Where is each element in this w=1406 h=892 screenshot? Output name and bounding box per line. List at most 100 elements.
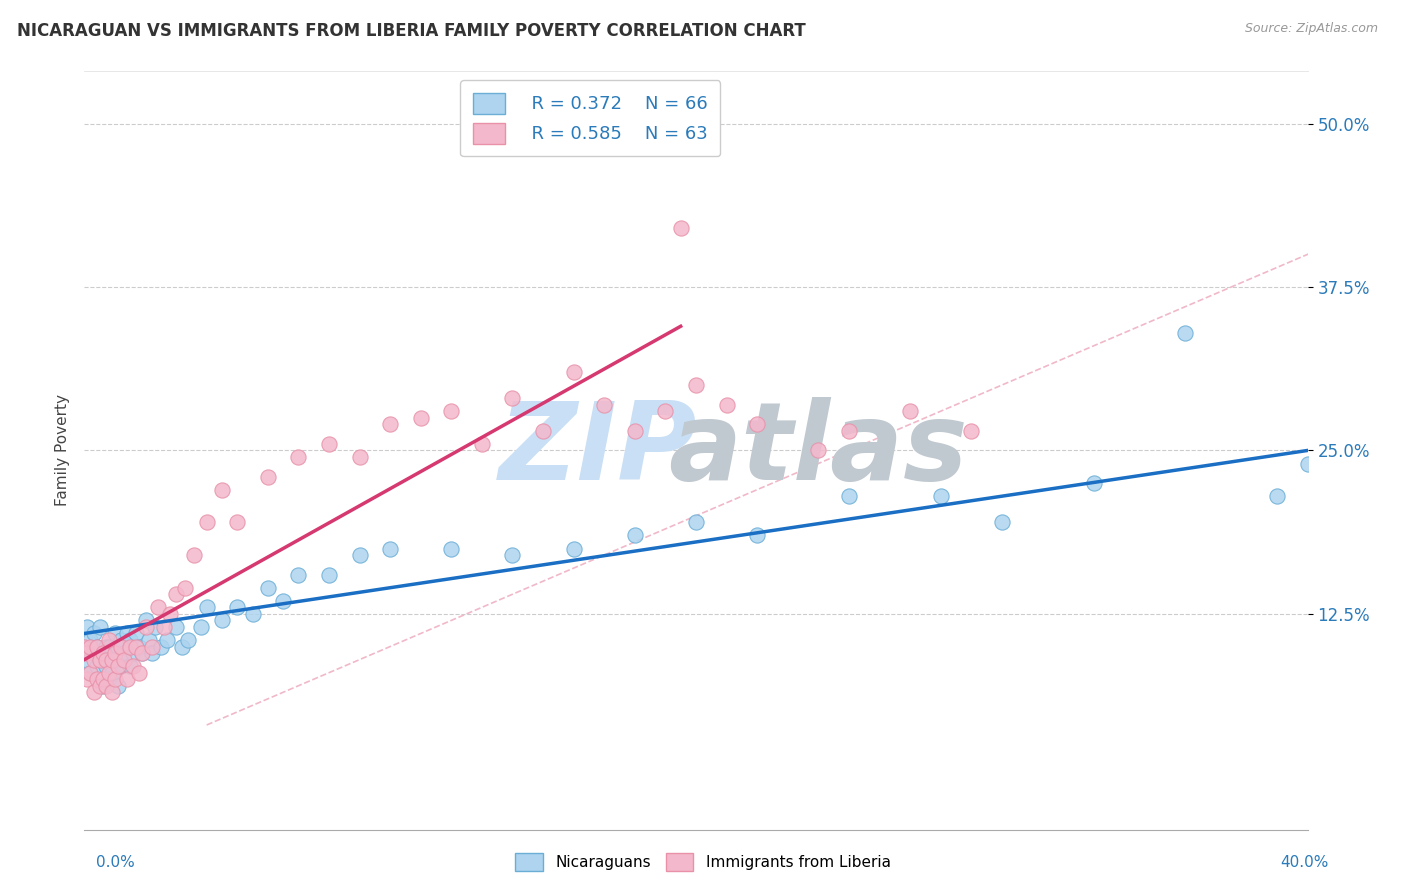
Point [174, 581, 197, 595]
Point [211, 483, 233, 497]
Point [128, 640, 150, 654]
Point [89, 652, 111, 666]
Point [94, 659, 117, 673]
Point [86, 672, 108, 686]
Point [94, 652, 117, 666]
Point [143, 620, 166, 634]
Point [149, 640, 172, 654]
Point [141, 646, 163, 660]
Point [76, 646, 98, 660]
Point [141, 640, 163, 654]
Point [91, 679, 114, 693]
Point [146, 600, 169, 615]
Point [156, 633, 179, 648]
Point [502, 391, 524, 405]
Point [107, 679, 129, 693]
Point [1296, 457, 1319, 471]
Point [91, 672, 114, 686]
Point [73, 640, 96, 654]
Point [97, 665, 120, 680]
Point [110, 633, 132, 648]
Point [287, 450, 309, 464]
Point [165, 620, 187, 634]
Point [669, 221, 692, 235]
Point [838, 489, 860, 503]
Point [104, 672, 127, 686]
Point [172, 640, 194, 654]
Legend:   R = 0.372    N = 66,   R = 0.585    N = 63: R = 0.372 N = 66, R = 0.585 N = 63 [460, 80, 720, 156]
Point [349, 450, 371, 464]
Point [593, 398, 616, 412]
Point [97, 672, 120, 686]
Point [271, 594, 294, 608]
Point [318, 567, 340, 582]
Text: ZIP: ZIP [499, 398, 697, 503]
Point [122, 646, 145, 660]
Point [79, 665, 101, 680]
Point [159, 607, 181, 621]
Point [257, 469, 280, 483]
Point [94, 640, 117, 654]
Point [79, 633, 101, 648]
Point [131, 646, 153, 660]
Point [97, 633, 120, 648]
Point [122, 659, 145, 673]
Point [183, 548, 205, 562]
Point [86, 640, 108, 654]
Legend: Nicaraguans, Immigrants from Liberia: Nicaraguans, Immigrants from Liberia [509, 847, 897, 877]
Point [226, 516, 249, 530]
Point [502, 548, 524, 562]
Point [318, 437, 340, 451]
Point [83, 646, 105, 660]
Point [131, 646, 153, 660]
Point [83, 685, 105, 699]
Point [211, 614, 233, 628]
Point [135, 614, 157, 628]
Point [128, 665, 150, 680]
Point [562, 541, 585, 556]
Point [991, 516, 1014, 530]
Text: NICARAGUAN VS IMMIGRANTS FROM LIBERIA FAMILY POVERTY CORRELATION CHART: NICARAGUAN VS IMMIGRANTS FROM LIBERIA FA… [17, 22, 806, 40]
Point [1174, 326, 1197, 340]
Text: 0.0%: 0.0% [96, 855, 135, 870]
Text: Source: ZipAtlas.com: Source: ZipAtlas.com [1244, 22, 1378, 36]
Point [112, 646, 135, 660]
Point [101, 685, 124, 699]
Point [110, 659, 132, 673]
Point [190, 620, 212, 634]
Point [79, 640, 101, 654]
Point [624, 424, 647, 438]
Point [257, 581, 280, 595]
Point [76, 672, 98, 686]
Point [101, 646, 124, 660]
Text: atlas: atlas [668, 398, 969, 503]
Point [1265, 489, 1288, 503]
Point [89, 679, 111, 693]
Text: 40.0%: 40.0% [1281, 855, 1329, 870]
Point [91, 646, 114, 660]
Point [104, 646, 127, 660]
Point [107, 659, 129, 673]
Point [624, 528, 647, 542]
Point [349, 548, 371, 562]
Point [226, 600, 249, 615]
Point [471, 437, 494, 451]
Point [440, 404, 463, 418]
Point [94, 679, 117, 693]
Point [89, 620, 111, 634]
Point [112, 652, 135, 666]
Point [287, 567, 309, 582]
Point [838, 424, 860, 438]
Point [101, 652, 124, 666]
Point [409, 410, 432, 425]
Point [110, 640, 132, 654]
Point [89, 652, 111, 666]
Point [107, 640, 129, 654]
Point [898, 404, 921, 418]
Point [79, 665, 101, 680]
Point [120, 640, 142, 654]
Point [685, 378, 707, 392]
Point [195, 516, 218, 530]
Point [86, 640, 108, 654]
Point [929, 489, 952, 503]
